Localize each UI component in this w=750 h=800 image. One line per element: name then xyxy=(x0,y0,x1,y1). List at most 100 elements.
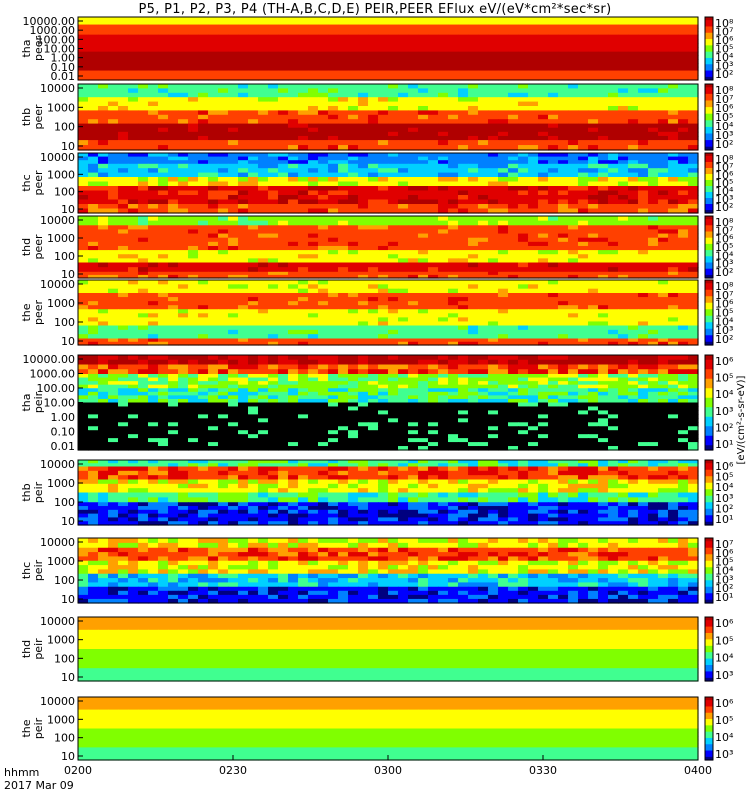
colorbar-segment xyxy=(705,265,713,268)
heatmap-cell xyxy=(308,43,319,48)
heatmap-cell xyxy=(528,195,539,201)
heatmap-cell xyxy=(168,274,179,279)
heatmap-cell xyxy=(268,177,279,183)
heatmap-cell xyxy=(278,119,289,125)
heatmap-cell xyxy=(438,195,449,201)
heatmap-cell xyxy=(108,293,119,298)
heatmap-cell xyxy=(258,156,269,161)
heatmap-cell xyxy=(358,177,369,183)
heatmap-cell xyxy=(498,274,509,279)
heatmap-cell xyxy=(468,110,479,116)
heatmap-cell xyxy=(128,163,139,169)
heatmap-cell xyxy=(638,271,649,276)
heatmap-cell xyxy=(168,156,179,161)
heatmap-cell xyxy=(638,237,649,243)
heatmap-cell xyxy=(578,325,589,331)
heatmap-cell xyxy=(208,334,219,340)
heatmap-cell xyxy=(218,233,229,239)
heatmap-cell xyxy=(108,62,119,68)
heatmap-cell xyxy=(488,313,499,318)
heatmap-cell xyxy=(318,66,329,72)
heatmap-cell xyxy=(218,47,229,53)
heatmap-cell xyxy=(88,233,99,239)
heatmap-cell xyxy=(428,305,439,310)
heatmap-cell xyxy=(608,38,619,44)
heatmap-cell xyxy=(528,97,539,103)
heatmap-cell xyxy=(578,293,589,298)
heatmap-cell xyxy=(608,20,619,26)
heatmap-cell xyxy=(328,127,339,133)
heatmap-cell xyxy=(328,59,339,64)
heatmap-cell xyxy=(678,135,689,141)
heatmap-cell xyxy=(498,62,509,68)
heatmap-cell xyxy=(658,190,669,196)
heatmap-cell xyxy=(418,92,429,98)
heatmap-cell xyxy=(438,123,449,129)
heatmap-cell xyxy=(508,66,519,72)
heatmap-cell xyxy=(108,271,119,276)
heatmap-cell xyxy=(258,258,269,264)
colorbar-segment xyxy=(705,207,713,210)
heatmap-cell xyxy=(178,267,189,273)
y-tick-label: 10 xyxy=(61,203,75,216)
heatmap-cell xyxy=(678,75,689,81)
heatmap-cell xyxy=(628,216,639,222)
heatmap-cell xyxy=(318,284,329,290)
heatmap-cell xyxy=(488,190,499,196)
heatmap-cell xyxy=(358,280,369,285)
heatmap-cell xyxy=(488,59,499,64)
heatmap-cell xyxy=(248,84,259,89)
heatmap-cell xyxy=(328,181,339,187)
heatmap-cell xyxy=(258,59,269,64)
heatmap-cell xyxy=(648,70,659,76)
heatmap-cell xyxy=(148,24,159,29)
heatmap-cell xyxy=(338,127,349,133)
colorbar-segment xyxy=(705,61,713,64)
heatmap-cell xyxy=(468,181,479,187)
heatmap-cell xyxy=(408,127,419,133)
heatmap-cell xyxy=(158,97,169,103)
heatmap-cell xyxy=(608,43,619,48)
heatmap-cell xyxy=(638,288,649,294)
heatmap-cell xyxy=(158,305,169,310)
heatmap-cell xyxy=(388,233,399,239)
heatmap-cell xyxy=(518,341,529,346)
panel-y-label: thb xyxy=(20,108,33,126)
heatmap-cell xyxy=(578,38,589,44)
heatmap-cell xyxy=(278,51,289,57)
heatmap-cell xyxy=(128,38,139,44)
heatmap-cell xyxy=(128,92,139,98)
heatmap-cell xyxy=(78,284,89,290)
heatmap-cell xyxy=(338,186,349,192)
heatmap-cell xyxy=(118,172,129,178)
heatmap-cell xyxy=(178,309,189,314)
heatmap-cell xyxy=(288,55,299,60)
heatmap-cell xyxy=(478,334,489,340)
heatmap-cell xyxy=(618,250,629,255)
heatmap-cell xyxy=(488,334,499,340)
heatmap-cell xyxy=(688,313,699,318)
heatmap-cell xyxy=(218,274,229,279)
heatmap-cell xyxy=(378,297,389,302)
heatmap-cell xyxy=(428,233,439,239)
heatmap-cell xyxy=(578,75,589,81)
heatmap-cell xyxy=(658,267,669,273)
heatmap-cell xyxy=(448,233,459,239)
heatmap-cell xyxy=(318,59,329,64)
heatmap-cell xyxy=(188,258,199,264)
heatmap-cell xyxy=(658,284,669,290)
heatmap-cell xyxy=(288,106,299,111)
heatmap-cell xyxy=(538,301,549,306)
heatmap-cell xyxy=(448,114,459,120)
heatmap-cell xyxy=(288,186,299,192)
heatmap-cell xyxy=(478,75,489,81)
heatmap-cell xyxy=(368,288,379,294)
colorbar-segment xyxy=(705,309,713,312)
heatmap-cell xyxy=(458,208,469,214)
heatmap-cell xyxy=(448,309,459,314)
heatmap-cell xyxy=(218,334,229,340)
heatmap-cell xyxy=(328,329,339,335)
heatmap-cell xyxy=(198,321,209,327)
heatmap-cell xyxy=(568,233,579,239)
heatmap-cell xyxy=(278,186,289,192)
